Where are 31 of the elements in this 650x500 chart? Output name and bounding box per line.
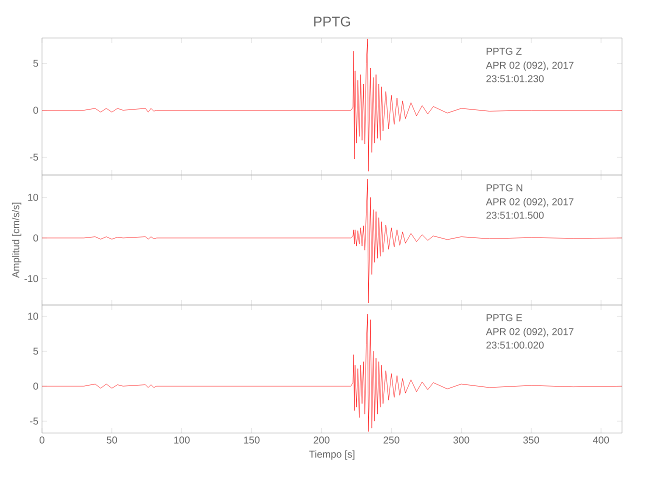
- y-tick-label: -5: [30, 418, 38, 425]
- y-axis-title: Amplitud [cm/s/s]: [12, 202, 22, 278]
- x-tick-label: 300: [453, 436, 470, 444]
- x-tick-label: 50: [106, 436, 118, 444]
- annotation: PPTG N: [486, 184, 522, 192]
- y-tick-label: 5: [33, 348, 38, 355]
- y-tick-label: 0: [33, 382, 38, 390]
- x-tick-label: 200: [314, 436, 330, 444]
- x-tick-label: 100: [174, 436, 190, 444]
- annotation: 23:51:01.230: [486, 75, 544, 82]
- chart-title: PPTG: [314, 16, 350, 26]
- x-tick-label: 0: [40, 436, 44, 444]
- y-tick-label: 0: [33, 234, 38, 242]
- y-tick-label: 10: [28, 312, 38, 320]
- annotation: PPTG E: [486, 314, 522, 322]
- y-tick-label: 0: [33, 106, 38, 114]
- x-tick-label: 400: [592, 436, 609, 444]
- annotation: APR 02 (092), 2017: [486, 328, 574, 338]
- y-tick-label: 10: [28, 194, 38, 201]
- annotation: 23:51:01.500: [486, 212, 544, 219]
- y-tick-label: 5: [33, 60, 38, 67]
- annotation: 23:51:00.020: [486, 342, 544, 349]
- y-tick-label: -5: [30, 154, 38, 161]
- x-tick-label: 350: [523, 436, 540, 444]
- annotation: APR 02 (092), 2017: [486, 198, 574, 208]
- x-tick-label: 250: [384, 436, 400, 444]
- annotation: PPTG Z: [486, 48, 522, 55]
- annotation: APR 02 (092), 2017: [486, 61, 574, 71]
- x-axis-title: Tiempo [s]: [309, 450, 354, 460]
- x-tick-label: 150: [244, 436, 260, 444]
- y-tick-label: -10: [24, 275, 38, 282]
